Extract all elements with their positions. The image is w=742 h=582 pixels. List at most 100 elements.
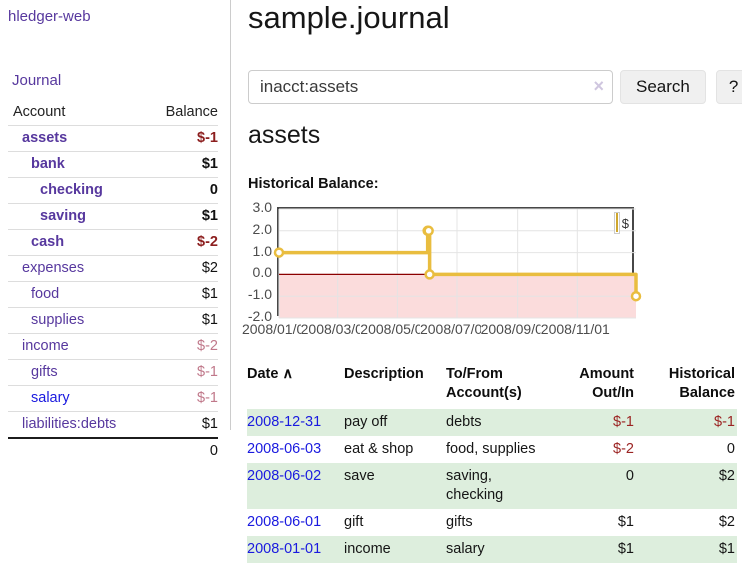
sidebar-account-link[interactable]: supplies (31, 312, 85, 328)
transaction-date-link[interactable]: 2008-06-03 (247, 441, 322, 457)
sidebar-account-balance: $1 (201, 416, 218, 432)
transaction-date-link[interactable]: 2008-06-01 (247, 514, 322, 530)
transactions-table: Date ∧ Description To/From Account(s) Amo… (247, 362, 737, 563)
sidebar-account-balance: $-2 (197, 338, 218, 354)
chart-label: Historical Balance: (248, 176, 379, 192)
sidebar-account-link[interactable]: gifts (31, 364, 58, 380)
chart-legend: $ (613, 212, 629, 234)
transaction-balance: $-1 (634, 409, 737, 436)
accounts-header-balance: Balance (149, 100, 218, 126)
sidebar-account-link[interactable]: checking (40, 182, 103, 198)
x-tick-label: 2008/07/01 (419, 321, 491, 337)
account-row: assets $-1 (8, 126, 218, 152)
transaction-accounts: debts (446, 409, 549, 436)
y-tick-label: 3.0 (252, 199, 272, 215)
sidebar-account-link[interactable]: salary (31, 390, 70, 406)
sidebar-account-link[interactable]: cash (31, 234, 65, 250)
account-row: salary $-1 (8, 385, 218, 412)
clear-search-icon[interactable]: × (593, 76, 604, 96)
sidebar: hledger-web Journal Account Balance asse… (0, 0, 231, 459)
accounts-header-account: Account (8, 100, 150, 126)
y-tick-label: 2.0 (252, 220, 272, 237)
data-point-marker (273, 247, 285, 258)
accounts-total-balance: 0 (209, 443, 218, 459)
transaction-row: 2008-01-01 income salary $1 $1 (247, 536, 737, 563)
sidebar-account-link[interactable]: bank (31, 156, 65, 172)
sidebar-account-link[interactable]: expenses (22, 260, 85, 276)
transactions-body: 2008-12-31 pay off debts $-1 $-1 2008-06-03 ea… (247, 409, 737, 563)
account-row: expenses $2 (8, 255, 218, 282)
transaction-row: 2008-06-03 eat & shop food, supplies $-2 0 (247, 436, 737, 463)
sidebar-account-balance: 0 (209, 182, 218, 198)
account-title: assets (248, 121, 321, 149)
column-header-balance: Historical Balance (668, 366, 735, 401)
x-tick-label: 2008/01/01 (241, 321, 313, 337)
transaction-row: 2008-06-02 save saving, checking 0 $2 (247, 463, 737, 509)
account-row: supplies $1 (8, 307, 218, 334)
x-tick-label: 2008/09/01 (480, 321, 551, 337)
transaction-balance: 0 (726, 441, 735, 457)
transaction-accounts: food, supplies (446, 441, 536, 457)
transaction-row: 2008-06-01 gift gifts $1 $2 (247, 509, 737, 536)
transaction-date-link[interactable]: 2008-12-31 (247, 414, 322, 430)
transaction-date-link[interactable]: 2008-06-02 (247, 468, 322, 484)
x-tick-label: 2008/03/01 (300, 321, 371, 337)
account-row: food $1 (8, 281, 218, 308)
transaction-amount: $-2 (613, 441, 634, 457)
account-row: saving $1 (8, 203, 218, 230)
y-tick-label: 1.0 (252, 242, 272, 259)
y-tick-label: -1.0 (247, 286, 272, 303)
sidebar-account-balance: $-1 (197, 130, 218, 146)
search-bar: × Search ? (248, 70, 742, 104)
sidebar-account-balance: $-1 (197, 364, 218, 380)
column-header-tofrom: To/From Account(s) (446, 366, 522, 401)
transaction-row: 2008-12-31 pay off debts $-1 $-1 (247, 409, 737, 436)
transaction-description: eat & shop (344, 441, 414, 457)
sidebar-account-link[interactable]: food (31, 286, 60, 302)
x-tick-label: 2008/05/01 (360, 321, 431, 337)
transaction-accounts: saving, checking (446, 463, 549, 509)
transaction-description: gift (344, 514, 364, 530)
page-title: sample.journal (248, 0, 450, 35)
account-row: cash $-2 (8, 229, 218, 256)
transaction-description: income (344, 536, 446, 563)
sidebar-account-link[interactable]: liabilities:debts (22, 416, 117, 432)
data-point-marker (423, 225, 434, 237)
sidebar-account-balance: $1 (201, 286, 218, 302)
legend-swatch-icon (613, 212, 620, 234)
y-tick-label: 0.0 (252, 264, 272, 281)
app-brand-link[interactable]: hledger-web (8, 8, 91, 25)
accounts-table: Account Balance assets $-1 bank $1 checking 0… (8, 100, 218, 464)
sidebar-account-balance: $1 (201, 312, 218, 328)
sidebar-account-link[interactable]: income (22, 338, 69, 354)
sidebar-account-balance: $1 (201, 208, 218, 224)
x-tick-label: 2008/11/01 (540, 321, 610, 337)
transaction-balance: $2 (634, 463, 737, 509)
sidebar-account-balance: $-1 (197, 390, 218, 406)
sidebar-account-link[interactable]: saving (40, 208, 86, 224)
search-input[interactable] (248, 70, 613, 104)
accounts-body: assets $-1 bank $1 checking 0 saving $1 cash $-2 e… (8, 126, 218, 439)
data-point-marker (630, 290, 642, 302)
search-button[interactable]: Search (620, 70, 706, 104)
data-point-marker (424, 269, 435, 280)
transaction-date-link[interactable]: 2008-01-01 (247, 541, 322, 557)
account-row: gifts $-1 (8, 359, 218, 386)
account-row: income $-2 (8, 333, 218, 360)
account-row: bank $1 (8, 151, 218, 178)
sidebar-account-link[interactable]: assets (22, 130, 68, 146)
column-header-description: Description (344, 366, 424, 382)
transaction-amount: $1 (549, 536, 634, 563)
help-button[interactable]: ? (715, 70, 742, 104)
transaction-description: pay off (344, 409, 446, 436)
nav-journal-link[interactable]: Journal (12, 72, 62, 89)
column-header-amount: Amount Out/In (579, 366, 634, 401)
transaction-accounts: gifts (446, 514, 473, 530)
sort-ascending-icon[interactable]: ∧ (282, 366, 294, 382)
chart-y-axis: 3.0 2.0 1.0 0.0 -1.0 -2.0 (238, 199, 272, 324)
transaction-amount: $-1 (549, 409, 634, 436)
transaction-balance: $1 (634, 536, 737, 563)
account-row: checking 0 (8, 177, 218, 204)
transaction-description: save (344, 463, 446, 509)
column-header-date[interactable]: Date ∧ (247, 366, 294, 382)
